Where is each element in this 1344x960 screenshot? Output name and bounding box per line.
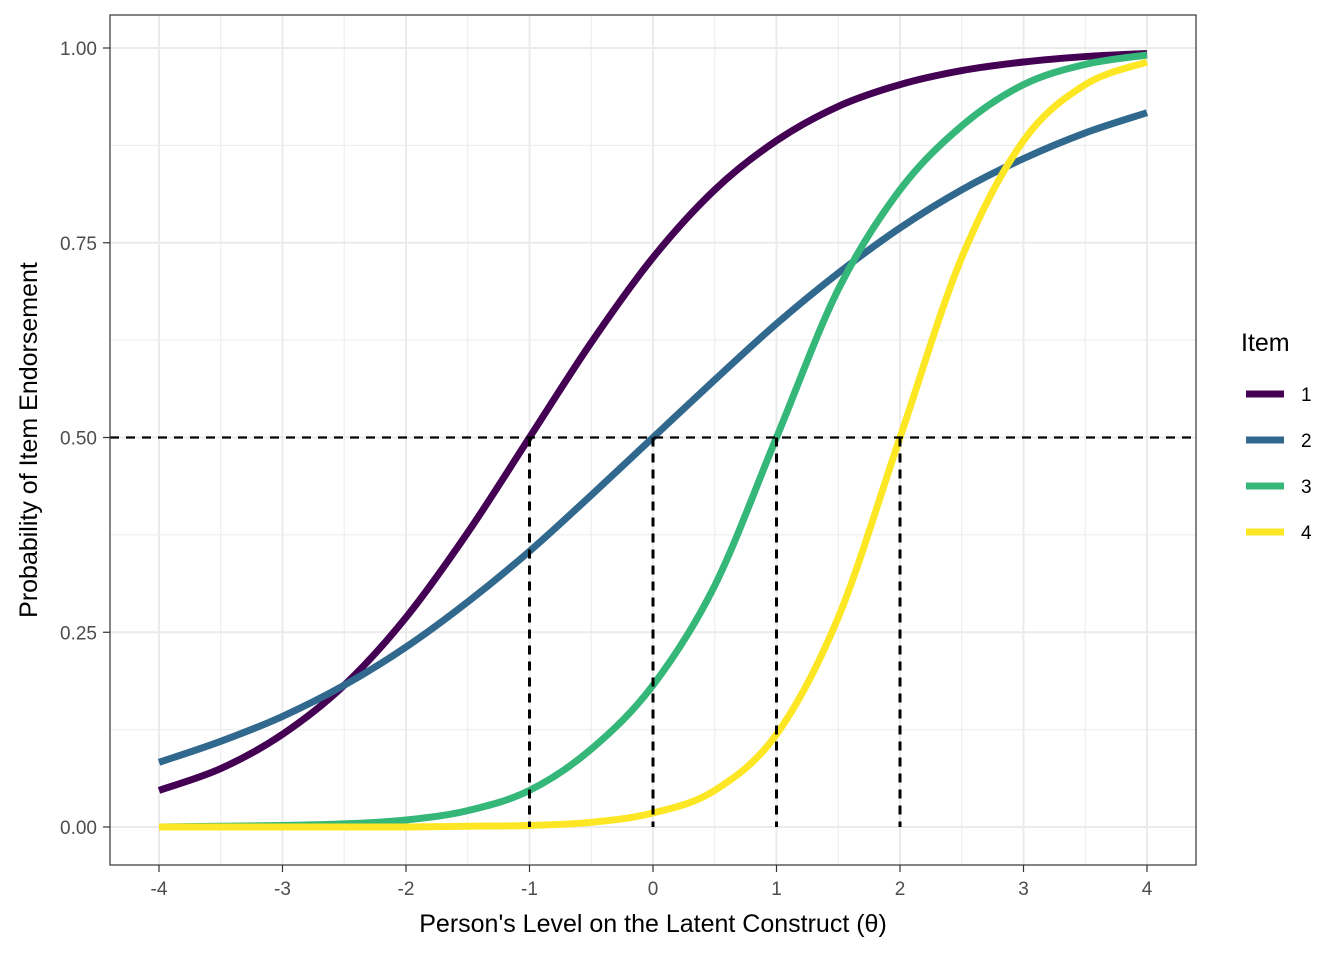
legend-label-item-4: 4: [1301, 523, 1312, 544]
y-axis-title: Probability of Item Endorsement: [15, 262, 43, 618]
legend: Item 1 2 3 4: [1241, 329, 1312, 544]
legend-label-item-1: 1: [1301, 385, 1312, 406]
x-tick-label: 2: [895, 879, 906, 900]
y-tick-label: 0.75: [60, 234, 97, 255]
x-tick-label: 1: [771, 879, 782, 900]
legend-label-item-3: 3: [1301, 477, 1312, 498]
series-line-item-4: [159, 58, 1149, 831]
x-tick-label: -3: [274, 879, 291, 900]
x-tick-label: -2: [398, 879, 415, 900]
x-axis-title: Person's Level on the Latent Construct (…: [419, 910, 887, 938]
x-tick-label: 4: [1142, 879, 1153, 900]
x-tick-label: 3: [1018, 879, 1029, 900]
reference-lines: [110, 436, 1196, 827]
y-tick-label: 0.50: [60, 429, 97, 450]
y-tick-label: 1.00: [60, 39, 97, 60]
series-line-item-1: [157, 49, 1148, 794]
legend-label-item-2: 2: [1301, 431, 1312, 452]
x-tick-label: -1: [521, 879, 538, 900]
legend-title: Item: [1241, 329, 1290, 357]
y-tick-label: 0.25: [60, 623, 97, 644]
y-axis: 0.00 0.25 0.50 0.75 1.00: [60, 39, 110, 839]
x-axis: -4 -3 -2 -1 0 1 2 3 4: [151, 865, 1153, 900]
x-tick-label: -4: [151, 879, 168, 900]
y-tick-label: 0.00: [60, 818, 97, 839]
x-tick-label: 0: [648, 879, 659, 900]
